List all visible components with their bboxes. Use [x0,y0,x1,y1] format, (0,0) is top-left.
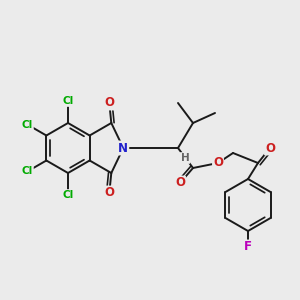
Text: O: O [104,187,114,200]
Text: O: O [104,97,114,110]
Text: Cl: Cl [62,190,74,200]
Text: O: O [213,157,223,169]
Text: F: F [244,241,252,254]
Text: O: O [265,142,275,154]
Text: N: N [118,142,128,154]
Text: O: O [175,176,185,190]
Text: Cl: Cl [22,119,33,130]
Text: H: H [181,153,189,163]
Text: Cl: Cl [62,96,74,106]
Text: Cl: Cl [22,167,33,176]
